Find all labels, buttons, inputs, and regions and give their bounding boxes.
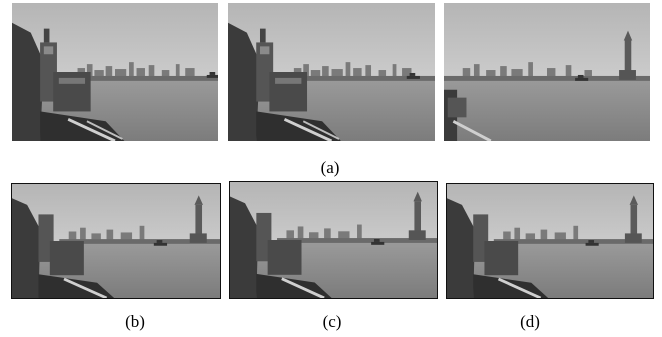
panel-a1 <box>12 3 218 141</box>
panel-a2 <box>228 3 435 141</box>
panel-c <box>229 181 438 299</box>
river-photo-a2 <box>228 3 435 141</box>
caption-c: (c) <box>322 312 342 331</box>
caption-a: (a) <box>320 158 340 177</box>
river-photo-a1 <box>12 3 218 141</box>
stitched-photo-d <box>447 184 653 298</box>
panel-a3 <box>444 3 650 141</box>
river-photo-a3 <box>444 3 650 141</box>
panel-b <box>11 183 221 299</box>
caption-d: (d) <box>520 312 540 331</box>
stitched-photo-b <box>12 184 220 298</box>
stitched-photo-c <box>230 182 437 298</box>
caption-b: (b) <box>125 312 145 331</box>
panel-d <box>446 183 654 299</box>
